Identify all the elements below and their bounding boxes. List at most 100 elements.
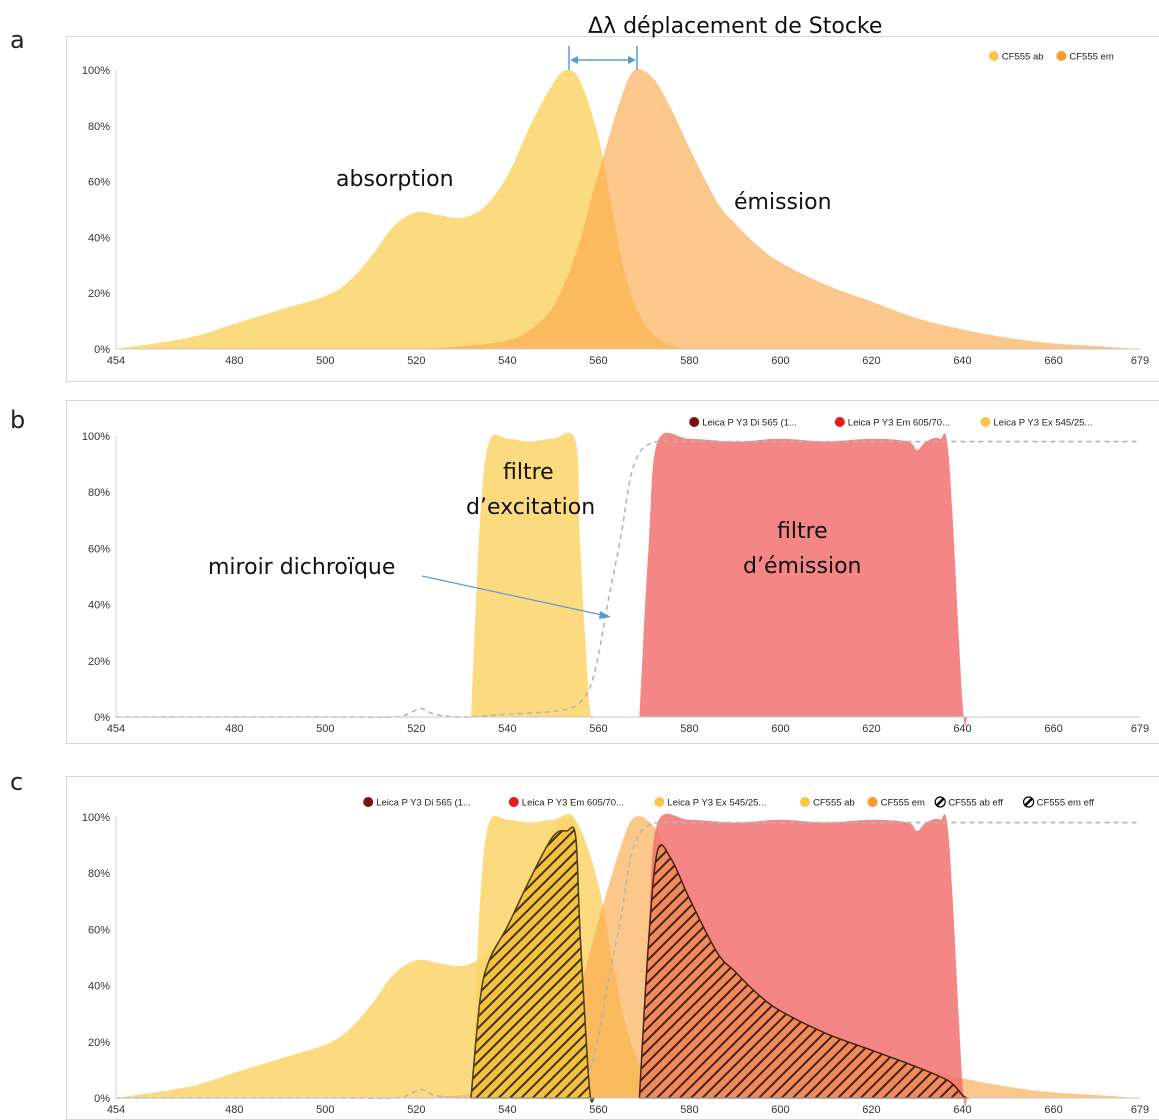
- emission-filter-label-line1: filtre: [777, 519, 828, 544]
- legend-item-cf555-em-eff[interactable]: CF555 em eff: [1022, 796, 1095, 809]
- series-cf555-em-area: [416, 815, 1140, 1098]
- x-tick-label: 500: [316, 1104, 334, 1116]
- y-tick-label: 60%: [88, 924, 110, 936]
- y-tick-label: 40%: [88, 232, 110, 244]
- series-cf555-ab-eff-area: [470, 826, 596, 1103]
- stokes-shift-label: Δλ déplacement de Stocke: [588, 14, 882, 39]
- panel-letter-c: c: [10, 768, 24, 796]
- excitation-filter-label-line2: d’excitation: [466, 495, 595, 520]
- legend-marker: [654, 797, 665, 807]
- x-tick-label: 480: [225, 723, 243, 735]
- x-tick-label: 600: [771, 355, 789, 367]
- series-leica-p-y3-em-605-70-area: [639, 432, 968, 726]
- legend-marker: [834, 417, 845, 427]
- x-tick-label: 500: [316, 355, 334, 367]
- legend-marker-hatch: [1024, 797, 1033, 807]
- x-tick-label: 679: [1131, 723, 1149, 735]
- excitation-filter-label-line1: filtre: [503, 460, 554, 485]
- x-tick-label: 600: [771, 1104, 789, 1116]
- chart-a: 0% 20% 40% 60% 80% 100% 454 480 500 520 540 560 580 6…: [82, 51, 1149, 367]
- x-tick-label: 454: [107, 355, 125, 367]
- x-tick-label: 454: [107, 723, 125, 735]
- series-cf555-ab-area: [116, 69, 690, 350]
- y-tick-label: 60%: [88, 177, 110, 189]
- stokes-shift-arrow: [568, 46, 638, 70]
- x-tick-label: 454: [107, 1104, 125, 1116]
- legend-item-cf555-ab[interactable]: CF555 ab: [988, 51, 1044, 63]
- x-tick-label: 480: [225, 1104, 243, 1116]
- x-tick-label: 640: [953, 723, 971, 735]
- x-tick-label: 640: [953, 1104, 971, 1116]
- legend-item-leica-p-y3-em-605-70[interactable]: Leica P Y3 Em 605/70...: [508, 797, 624, 809]
- legend-marker: [508, 797, 519, 807]
- y-tick-label: 40%: [88, 600, 110, 612]
- x-tick-label: 540: [498, 723, 516, 735]
- legend-label: CF555 ab: [1002, 52, 1044, 63]
- legend-item-leica-p-y3-di-565-1[interactable]: Leica P Y3 Di 565 (1...: [689, 417, 797, 429]
- legend-label: CF555 em: [1069, 52, 1113, 63]
- x-tick-label: 580: [680, 355, 698, 367]
- dichroic-mirror-label: miroir dichroïque: [208, 555, 395, 580]
- legend-item-cf555-ab-eff[interactable]: CF555 ab eff: [934, 796, 1003, 809]
- y-tick-label: 0%: [94, 344, 110, 356]
- legend-item-leica-p-y3-ex-545-25[interactable]: Leica P Y3 Ex 545/25...: [980, 417, 1092, 429]
- legend-item-cf555-em[interactable]: CF555 em: [867, 797, 925, 809]
- legend-marker: [800, 797, 810, 807]
- legend-item-leica-p-y3-ex-545-25[interactable]: Leica P Y3 Ex 545/25...: [654, 797, 766, 809]
- emission-label: émission: [734, 190, 832, 215]
- x-tick-label: 640: [953, 355, 971, 367]
- legend-label: CF555 em: [881, 798, 925, 809]
- legend-item-leica-p-y3-em-605-70[interactable]: Leica P Y3 Em 605/70...: [834, 417, 950, 429]
- legend-label: Leica P Y3 Di 565 (1...: [376, 798, 471, 809]
- chart-frame-b: [66, 400, 1159, 744]
- y-tick-label: 0%: [94, 1093, 110, 1105]
- x-tick-label: 520: [407, 723, 425, 735]
- y-tick-label: 40%: [88, 981, 110, 993]
- legend-marker: [980, 417, 991, 427]
- legend-label: Leica P Y3 Ex 545/25...: [667, 798, 766, 809]
- legend-item-leica-p-y3-di-565-1[interactable]: Leica P Y3 Di 565 (1...: [363, 797, 471, 809]
- chart-b: 0% 20% 40% 60% 80% 100% 454 480 500 520 540 560 580 6…: [82, 417, 1149, 735]
- legend-label: Leica P Y3 Em 605/70...: [522, 798, 624, 809]
- legend-marker: [988, 51, 999, 61]
- x-tick-label: 500: [316, 723, 334, 735]
- legend-label: CF555 ab eff: [948, 798, 1003, 809]
- legend-label: CF555 em eff: [1037, 798, 1095, 809]
- legend-marker-hatch: [935, 797, 945, 807]
- legend-marker: [1056, 51, 1067, 61]
- y-tick-label: 100%: [82, 65, 110, 77]
- legend-item-cf555-em[interactable]: CF555 em: [1056, 51, 1114, 63]
- panel-letter-b: b: [10, 406, 26, 434]
- y-tick-label: 60%: [88, 543, 110, 555]
- series-cf555-em-area: [416, 68, 1140, 349]
- y-tick-label: 0%: [94, 712, 110, 724]
- legend-marker: [363, 797, 374, 807]
- legend-marker: [689, 417, 700, 427]
- series-leica-p-y3-ex-545-25-area: [471, 432, 594, 720]
- x-tick-label: 600: [771, 723, 789, 735]
- x-tick-label: 540: [498, 1104, 516, 1116]
- legend-item-cf555-ab[interactable]: CF555 ab: [800, 797, 855, 809]
- emission-filter-label-line2: d’émission: [743, 554, 861, 579]
- x-tick-label: 620: [862, 355, 880, 367]
- x-tick-label: 620: [862, 1104, 880, 1116]
- x-tick-label: 660: [1044, 1104, 1062, 1116]
- panel-letter-a: a: [10, 26, 25, 54]
- legend-marker: [867, 797, 878, 807]
- x-tick-label: 679: [1131, 355, 1149, 367]
- legend-label: Leica P Y3 Di 565 (1...: [702, 418, 797, 429]
- y-tick-label: 80%: [88, 868, 110, 880]
- x-tick-label: 520: [407, 1104, 425, 1116]
- chart-c: 0% 20% 40% 60% 80% 100% 454 480 500 520 540 560 580 6…: [82, 796, 1149, 1116]
- y-tick-label: 100%: [82, 812, 110, 824]
- y-tick-label: 80%: [88, 121, 110, 133]
- x-tick-label: 660: [1044, 723, 1062, 735]
- legend-label: CF555 ab: [813, 798, 855, 809]
- legend-label: Leica P Y3 Em 605/70...: [848, 418, 950, 429]
- x-tick-label: 560: [589, 723, 607, 735]
- legend-label: Leica P Y3 Ex 545/25...: [993, 418, 1092, 429]
- series-cf555-em-eff-area: [638, 844, 970, 1099]
- dichroic-mirror-arrow: [421, 575, 611, 619]
- x-tick-label: 560: [589, 1104, 607, 1116]
